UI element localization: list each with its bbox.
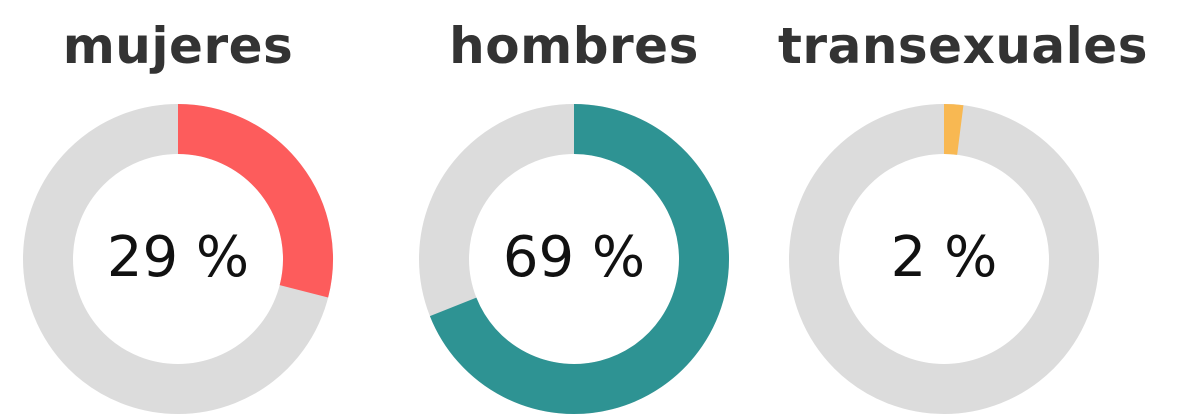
- chart-title-hombres: hombres: [449, 17, 699, 75]
- chart-panel-hombres: hombres 69 %: [419, 0, 729, 414]
- donut-chart-transexuales: 2 %: [789, 104, 1099, 414]
- donut-chart-hombres: 69 %: [419, 104, 729, 414]
- percent-label-hombres: 69 %: [503, 225, 645, 290]
- chart-panel-mujeres: mujeres 29 %: [23, 0, 333, 414]
- donut-slice-mujeres: [177, 104, 333, 298]
- chart-panel-transexuales: transexuales 2 %: [768, 0, 1158, 414]
- chart-title-transexuales: transexuales: [778, 17, 1148, 75]
- donut-slice-hombres: [429, 104, 729, 414]
- donut-chart-mujeres: 29 %: [23, 104, 333, 414]
- chart-title-mujeres: mujeres: [62, 17, 294, 75]
- donut-slice-transexuales: [943, 104, 964, 155]
- percent-label-transexuales: 2 %: [891, 225, 998, 290]
- percent-label-mujeres: 29 %: [107, 225, 249, 290]
